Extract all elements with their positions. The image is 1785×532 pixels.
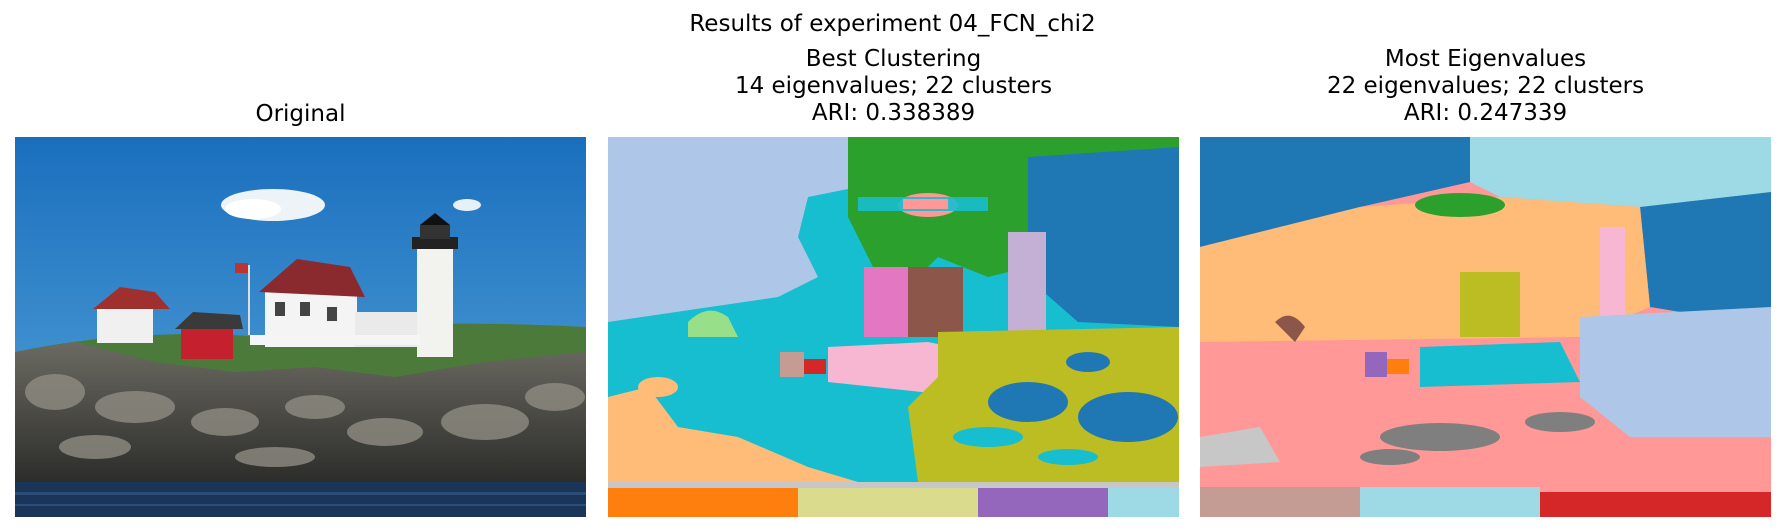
- most-eigenvalues-segmentation-image: [1200, 137, 1771, 517]
- panel-best-clustering-title-line-1: Best Clustering: [805, 46, 982, 72]
- original-photo: [15, 137, 586, 517]
- panel-most-eigenvalues-title: Most Eigenvalues 22 eigenvalues; 22 clus…: [1200, 46, 1771, 127]
- most-eigenvalues-segmentation: [1200, 137, 1771, 517]
- best-clustering-segmentation: [608, 137, 1179, 517]
- figure-suptitle: Results of experiment 04_FCN_chi2: [689, 11, 1096, 37]
- panel-original-title-line-1: Original: [255, 101, 346, 127]
- lighthouse-photo-image: [15, 137, 586, 517]
- panel-best-clustering-title-line-3: ARI: 0.338389: [811, 100, 976, 126]
- panel-best-clustering-title: Best Clustering 14 eigenvalues; 22 clust…: [608, 46, 1179, 127]
- panel-best-clustering: Best Clustering 14 eigenvalues; 22 clust…: [608, 0, 1179, 532]
- panel-best-clustering-title-line-2: 14 eigenvalues; 22 clusters: [734, 73, 1053, 99]
- panel-original-title: Original: [15, 101, 586, 128]
- panel-most-eigenvalues-title-line-3: ARI: 0.247339: [1403, 100, 1568, 126]
- panel-original: Original: [15, 0, 586, 532]
- panel-most-eigenvalues-title-line-1: Most Eigenvalues: [1384, 46, 1587, 72]
- best-clustering-segmentation-image: [608, 137, 1179, 517]
- panel-most-eigenvalues-title-line-2: 22 eigenvalues; 22 clusters: [1326, 73, 1645, 99]
- panel-most-eigenvalues: Most Eigenvalues 22 eigenvalues; 22 clus…: [1200, 0, 1771, 532]
